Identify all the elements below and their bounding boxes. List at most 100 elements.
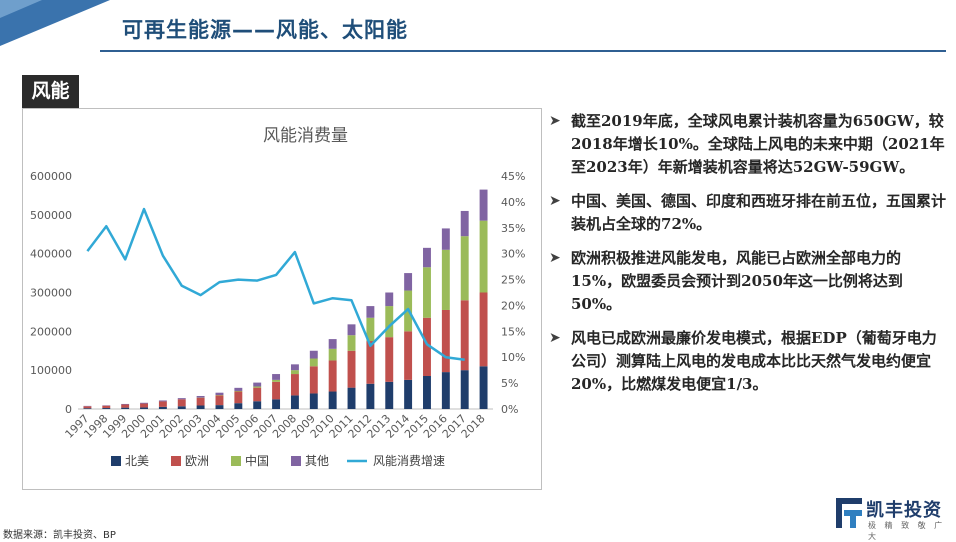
bullet-arrow-icon: ➤ <box>549 330 561 346</box>
bar-segment <box>196 405 205 409</box>
bar-segment <box>272 374 281 380</box>
section-tag-wind: 风能 <box>22 75 79 108</box>
bar-segment <box>423 375 431 409</box>
bar-segment <box>347 324 356 336</box>
bar-segment <box>460 210 469 237</box>
bar-segment <box>177 398 186 400</box>
bar-segment <box>215 392 224 396</box>
bar-segment <box>328 348 337 361</box>
chart-svg: 风能消费量 0 100000 200000 300000 400000 500000 6000… <box>30 126 525 468</box>
legend-label: 中国 <box>245 453 269 468</box>
bar-segment <box>423 267 431 318</box>
growth-rate-line <box>86 207 465 362</box>
bar-segment <box>366 383 375 409</box>
bar-segment <box>290 370 299 375</box>
y2-tick-label: 45% <box>501 170 525 183</box>
chart-title: 风能消费量 <box>263 126 348 146</box>
bar-segment <box>253 382 262 387</box>
logo-slogan: 极 精 致 敬 广 大 <box>868 521 946 541</box>
bar-segment <box>234 387 243 391</box>
y-tick-label: 500000 <box>30 209 72 222</box>
bullet-item: ➤ 风电已成欧洲最廉价发电模式，根据EDP（葡萄牙电力公司）测算陆上风电的发电成本… <box>549 327 947 396</box>
y2-tick-label: 35% <box>501 222 525 235</box>
bar-segment <box>253 386 262 388</box>
bar-segment <box>385 306 394 338</box>
y-tick-label: 300000 <box>30 287 72 300</box>
legend-swatch <box>171 456 181 466</box>
bar-segment <box>253 387 262 402</box>
bar-segment <box>441 249 450 310</box>
company-logo: 凯丰投资 极 精 致 敬 广 大 <box>836 496 948 541</box>
y-tick-label: 100000 <box>30 364 72 377</box>
bar-segment <box>404 379 413 409</box>
legend-label: 欧洲 <box>185 454 209 468</box>
bar-segment <box>215 395 224 406</box>
bar-segment <box>290 374 299 396</box>
bar-segment <box>479 220 488 293</box>
bar-segment <box>140 402 148 404</box>
bullet-list: ➤ 截至2019年底，全球风电累计装机容量为650GW，较2018年增长10%。全… <box>549 110 947 407</box>
bar-segment <box>366 341 375 384</box>
legend-swatch <box>291 456 301 466</box>
y-tick-label: 600000 <box>30 170 72 183</box>
bar-segment <box>290 364 299 371</box>
bar-segment <box>177 399 186 407</box>
bar-segment <box>366 306 375 318</box>
corner-decoration-light <box>0 0 42 18</box>
legend-label: 其他 <box>305 454 329 468</box>
bar-segment <box>253 401 262 409</box>
bar-segment <box>441 372 450 409</box>
bar-segment <box>234 391 243 404</box>
y2-tick-label: 15% <box>501 325 525 338</box>
logo-name: 凯丰投资 <box>866 500 942 521</box>
bar-segment <box>309 366 318 394</box>
bar-segment <box>102 408 111 409</box>
bar-segment <box>479 292 488 367</box>
legend-swatch <box>231 456 241 466</box>
bar-segment <box>158 406 167 409</box>
bullet-text: 欧洲积极推进风能发电，风能已占欧洲全部电力的15%，欧盟委员会预计到2050年这… <box>571 249 903 313</box>
bar-segment <box>215 405 224 409</box>
bar-segment <box>121 404 130 408</box>
bullet-item: ➤ 中国、美国、德国、印度和西班牙排在前五位，五国累计装机占全球的72%。 <box>549 190 947 236</box>
bar-segment <box>234 390 243 392</box>
bullet-text: 中国、美国、德国、印度和西班牙排在前五位，五国累计装机占全球的72%。 <box>571 192 947 233</box>
bar-segment <box>328 339 337 349</box>
bar-segment <box>83 408 92 409</box>
bullet-item: ➤ 欧洲积极推进风能发电，风能已占欧洲全部电力的15%，欧盟委员会预计到2050年… <box>549 247 947 316</box>
logo-mark-icon <box>836 498 862 528</box>
bar-segment <box>121 403 130 405</box>
y2-tick-label: 30% <box>501 248 525 261</box>
y2-tick-label: 40% <box>501 196 525 209</box>
bar-segment <box>234 403 243 409</box>
bar-segment <box>460 370 469 409</box>
y2-tick-label: 10% <box>501 351 525 364</box>
bar-segment <box>347 387 356 409</box>
bar-segment <box>404 331 413 380</box>
bar-segment <box>441 228 450 250</box>
bar-segment <box>479 189 488 221</box>
data-source-note: 数据来源：凯丰投资、BP <box>3 530 116 541</box>
bar-segment <box>121 407 130 409</box>
y-tick-label: 400000 <box>30 248 72 261</box>
bar-segment <box>366 317 375 342</box>
y2-tick-label: 25% <box>501 274 525 287</box>
bullet-text: 风电已成欧洲最廉价发电模式，根据EDP（葡萄牙电力公司）测算陆上风电的发电成本比… <box>571 329 937 393</box>
bar-segment <box>83 406 92 409</box>
bar-segment <box>290 395 299 409</box>
bar-segment <box>347 350 356 388</box>
bar-segment <box>479 366 488 409</box>
bar-segment <box>423 247 431 268</box>
y-tick-label: 0 <box>65 403 72 416</box>
bar-segment <box>196 397 205 406</box>
legend-label: 风能消费增速 <box>373 454 445 468</box>
legend-label: 北美 <box>125 454 149 468</box>
bar-segment <box>460 236 469 301</box>
bar-segment <box>385 292 394 307</box>
y2-tick-label: 20% <box>501 299 525 312</box>
bar-segment <box>158 400 167 402</box>
y2-tick-label: 5% <box>501 377 518 390</box>
bar-segment <box>460 300 469 371</box>
bullet-arrow-icon: ➤ <box>549 250 561 266</box>
legend-swatch <box>111 456 121 466</box>
